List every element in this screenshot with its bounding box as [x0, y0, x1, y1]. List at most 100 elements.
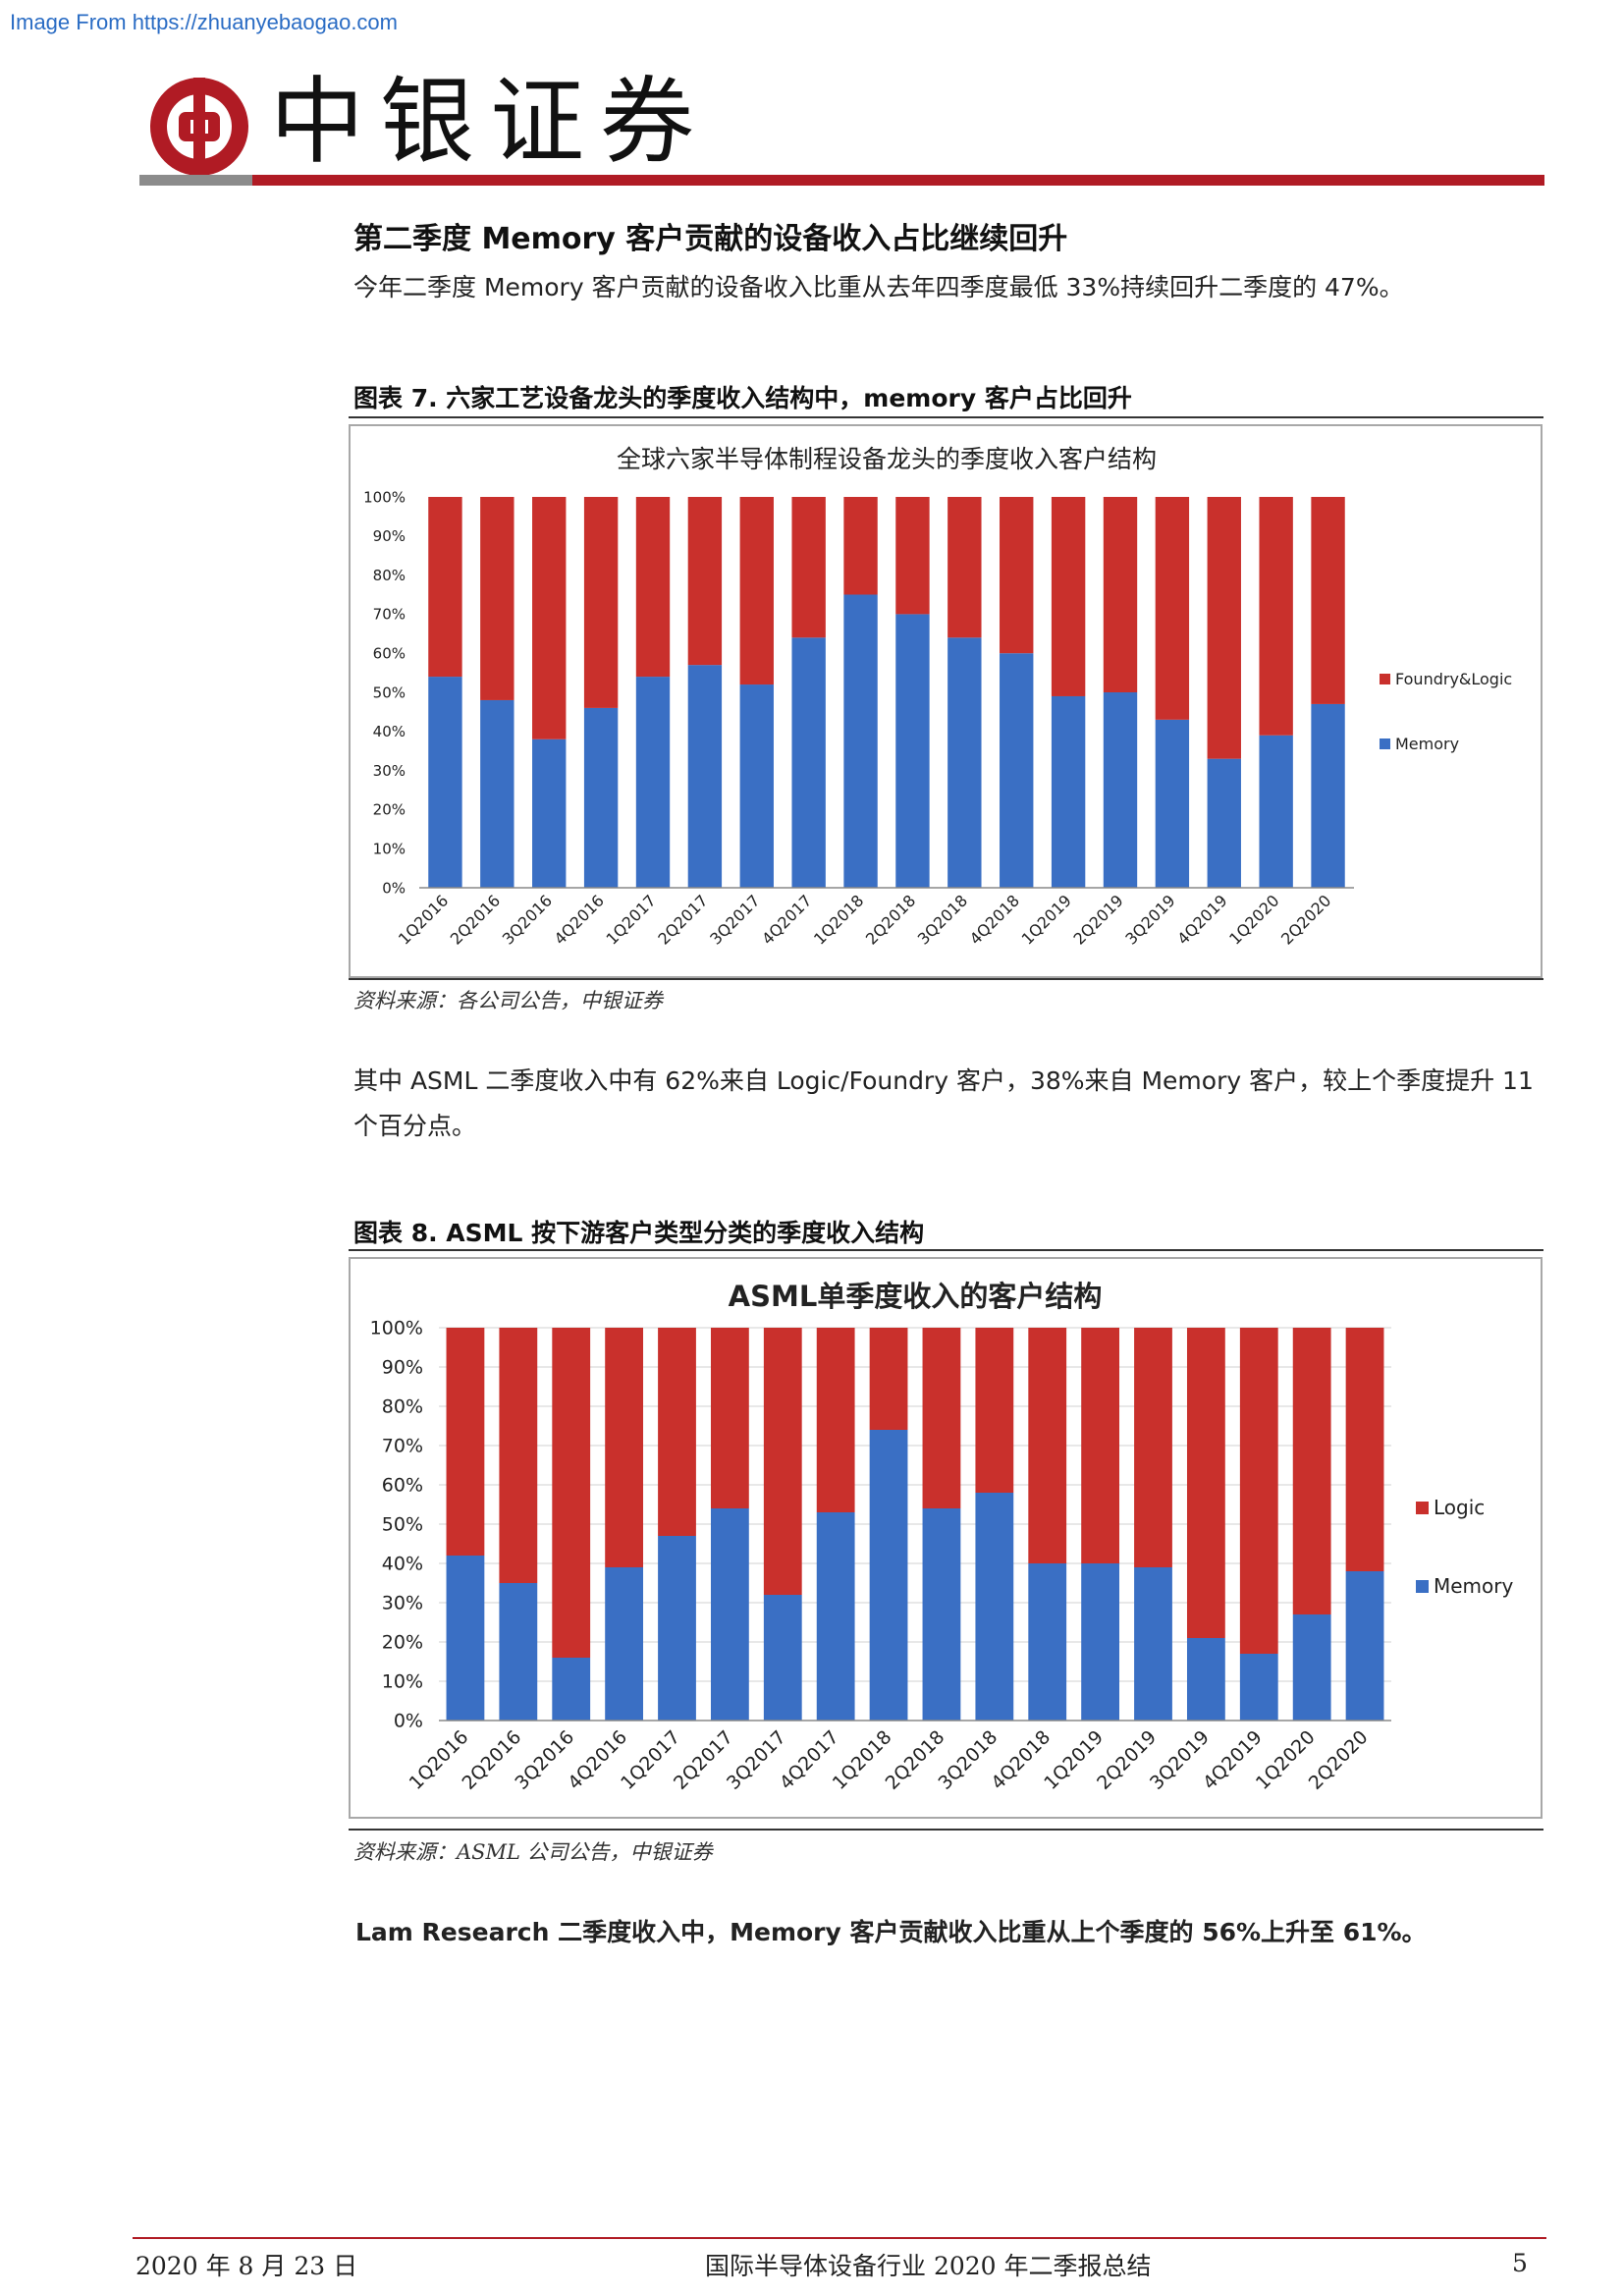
- chart-2-y-tick-label: 20%: [382, 1632, 423, 1654]
- chart-1-bar-memory-4Q2017: [791, 637, 826, 888]
- brand-name: 中银证券: [270, 67, 710, 177]
- chart-1-bar-other-4Q2017: [791, 497, 826, 638]
- chart-2-y-tick-label: 10%: [382, 1671, 423, 1693]
- paragraph-1: 今年二季度 Memory 客户贡献的设备收入比重从去年四季度最低 33%持续回升…: [353, 273, 1404, 301]
- chart-2-bar-other-4Q2019: [1239, 1328, 1278, 1654]
- chart-2-bar-memory-3Q2019: [1186, 1638, 1225, 1721]
- chart-2-bar-other-4Q2017: [816, 1328, 855, 1512]
- chart-1-bar-memory-2Q2017: [687, 665, 723, 888]
- chart-1-x-tick-label: 1Q2017: [602, 891, 659, 948]
- section-title: 第二季度 Memory 客户贡献的设备收入占比继续回升: [353, 222, 1068, 256]
- chart-1-y-tick-label: 60%: [373, 644, 406, 662]
- chart-1-bar-memory-1Q2017: [635, 677, 671, 888]
- figure-8-bottom-rule: [349, 1829, 1543, 1831]
- chart-2-bar-memory-2Q2016: [499, 1583, 538, 1721]
- chart-2-bar-memory-2Q2020: [1345, 1571, 1384, 1721]
- chart-1-x-tick-label: 4Q2017: [758, 891, 815, 948]
- chart-2-bar-other-3Q2018: [975, 1328, 1014, 1493]
- chart-2-x-tick-label: 2Q2020: [1305, 1726, 1373, 1794]
- chart-2-bar-memory-3Q2018: [975, 1493, 1014, 1721]
- chart-1-bar-memory-3Q2016: [532, 738, 567, 888]
- chart-1-bar-memory-4Q2016: [583, 707, 619, 888]
- chart-2-bar-memory-4Q2019: [1239, 1654, 1278, 1721]
- chart-1-bar-memory-3Q2018: [947, 637, 982, 888]
- chart-1-x-tick-label: 2Q2016: [447, 891, 504, 948]
- chart-2-y-tick-label: 70%: [382, 1436, 423, 1457]
- chart-1-x-tick-label: 4Q2016: [551, 891, 608, 948]
- chart-1-y-tick-label: 90%: [373, 527, 406, 545]
- chart-1-title: 全球六家半导体制程设备龙头的季度收入客户结构: [617, 445, 1157, 473]
- chart-2-title: ASML单季度收入的客户结构: [729, 1280, 1103, 1313]
- chart-2-bar-memory-1Q2017: [658, 1536, 696, 1721]
- chart-1-bar-other-4Q2016: [583, 497, 619, 708]
- chart-1-bar-other-2Q2017: [687, 497, 723, 666]
- chart-2-bar-other-1Q2020: [1292, 1328, 1331, 1614]
- chart-2-bar-other-2Q2018: [922, 1328, 961, 1508]
- chart-2-y-tick-label: 90%: [382, 1357, 423, 1379]
- chart-1-legend-label: Foundry&Logic: [1395, 670, 1512, 688]
- chart-2-bar-other-2Q2019: [1134, 1328, 1172, 1567]
- chart-2-bar-memory-2Q2017: [710, 1508, 749, 1721]
- chart-2-y-tick-label: 30%: [382, 1593, 423, 1614]
- chart-2-bar-other-1Q2019: [1081, 1328, 1120, 1563]
- chart-1-bar-memory-2Q2016: [480, 699, 514, 888]
- chart-1-x-tick-label: 3Q2019: [1121, 891, 1178, 948]
- chart-1-bar-other-2Q2019: [1103, 497, 1138, 692]
- chart-1-x-tick-label: 4Q2018: [966, 891, 1023, 948]
- chart-1-bar-memory-1Q2018: [843, 594, 878, 888]
- chart-1-bar-memory-2Q2019: [1103, 692, 1138, 888]
- chart-1-bar-other-1Q2017: [635, 497, 671, 678]
- chart-2-bar-memory-4Q2017: [816, 1512, 855, 1721]
- chart-2-y-tick-label: 0%: [394, 1711, 423, 1732]
- paragraph-3: Lam Research 二季度收入中，Memory 客户贡献收入比重从上个季度…: [355, 1918, 1427, 1946]
- chart-1-bar-other-3Q2016: [532, 497, 567, 739]
- chart-1-x-tick-label: 2Q2018: [862, 891, 919, 948]
- chart-1-y-tick-label: 0%: [382, 879, 406, 897]
- chart-1-bar-memory-2Q2018: [895, 614, 930, 888]
- chart-1-bar-other-2Q2020: [1311, 497, 1345, 704]
- chart-1-x-tick-label: 1Q2018: [810, 891, 867, 948]
- chart-1-legend-swatch: [1380, 738, 1390, 749]
- chart-2-bar-memory-1Q2018: [869, 1430, 908, 1721]
- chart-1-x-tick-label: 2Q2019: [1069, 891, 1126, 948]
- chart-2-y-tick-label: 60%: [382, 1475, 423, 1497]
- chart-1-x-tick-label: 1Q2016: [395, 891, 452, 948]
- chart-1-bar-memory-2Q2020: [1311, 703, 1345, 888]
- chart-2-bar-memory-3Q2016: [552, 1658, 591, 1721]
- chart-1-legend-label: Memory: [1395, 735, 1459, 753]
- chart-1-y-tick-label: 50%: [373, 683, 406, 701]
- chart-2-legend-swatch: [1416, 1502, 1429, 1514]
- chart-2-bar-other-2Q2020: [1345, 1328, 1384, 1571]
- chart-1-x-tick-label: 4Q2019: [1173, 891, 1230, 948]
- chart-1-bar-memory-3Q2019: [1155, 719, 1190, 888]
- chart-2-bar-memory-2Q2019: [1134, 1567, 1172, 1721]
- chart-2-bar-memory-2Q2018: [922, 1508, 961, 1721]
- chart-1-x-tick-label: 1Q2020: [1225, 891, 1282, 948]
- footer-rule: [133, 2237, 1546, 2239]
- chart-1-x-tick-label: 3Q2018: [914, 891, 971, 948]
- chart-1-x-tick-label: 2Q2017: [654, 891, 711, 948]
- chart-1-x-tick-label: 2Q2020: [1277, 891, 1334, 948]
- chart-2-bar-memory-4Q2016: [605, 1567, 644, 1721]
- chart-1-bar-other-3Q2018: [947, 497, 982, 638]
- chart-2-bar-other-3Q2017: [763, 1328, 802, 1595]
- chart-2-legend-label: Memory: [1434, 1574, 1514, 1598]
- chart-1-bar-memory-3Q2017: [739, 684, 774, 888]
- chart-1-svg: 全球六家半导体制程设备龙头的季度收入客户结构 0% 10% 20% 30% 40% 50% 6…: [363, 445, 1512, 949]
- chart-1-bar-other-4Q2019: [1207, 497, 1241, 759]
- chart-2-bar-memory-3Q2017: [763, 1595, 802, 1721]
- watermark-text: Image From https://zhuanyebaogao.com: [10, 10, 398, 34]
- chart-2-y-tick-label: 100%: [370, 1318, 423, 1339]
- chart-2-legend-swatch: [1416, 1580, 1429, 1593]
- chart-2-bar-other-1Q2018: [869, 1328, 908, 1430]
- chart-1-bar-other-1Q2016: [428, 497, 462, 678]
- chart-1-bar-other-1Q2019: [1051, 497, 1086, 696]
- chart-2-svg: ASML单季度收入的客户结构 0% 10% 20% 30% 40% 50% 60% 70% 80%…: [370, 1280, 1514, 1794]
- chart-2-bar-other-2Q2017: [710, 1328, 749, 1508]
- chart-1-y-tick-label: 100%: [363, 488, 406, 506]
- chart-1-bar-other-3Q2019: [1155, 497, 1190, 720]
- figure-8-source: 资料来源：ASML 公司公告，中银证券: [353, 1840, 713, 1864]
- chart-1-bar-other-2Q2016: [480, 497, 514, 700]
- chart-1-y-tick-label: 30%: [373, 762, 406, 780]
- paragraph-2: 其中 ASML 二季度收入中有 62%来自 Logic/Foundry 客户，3…: [353, 1066, 1534, 1140]
